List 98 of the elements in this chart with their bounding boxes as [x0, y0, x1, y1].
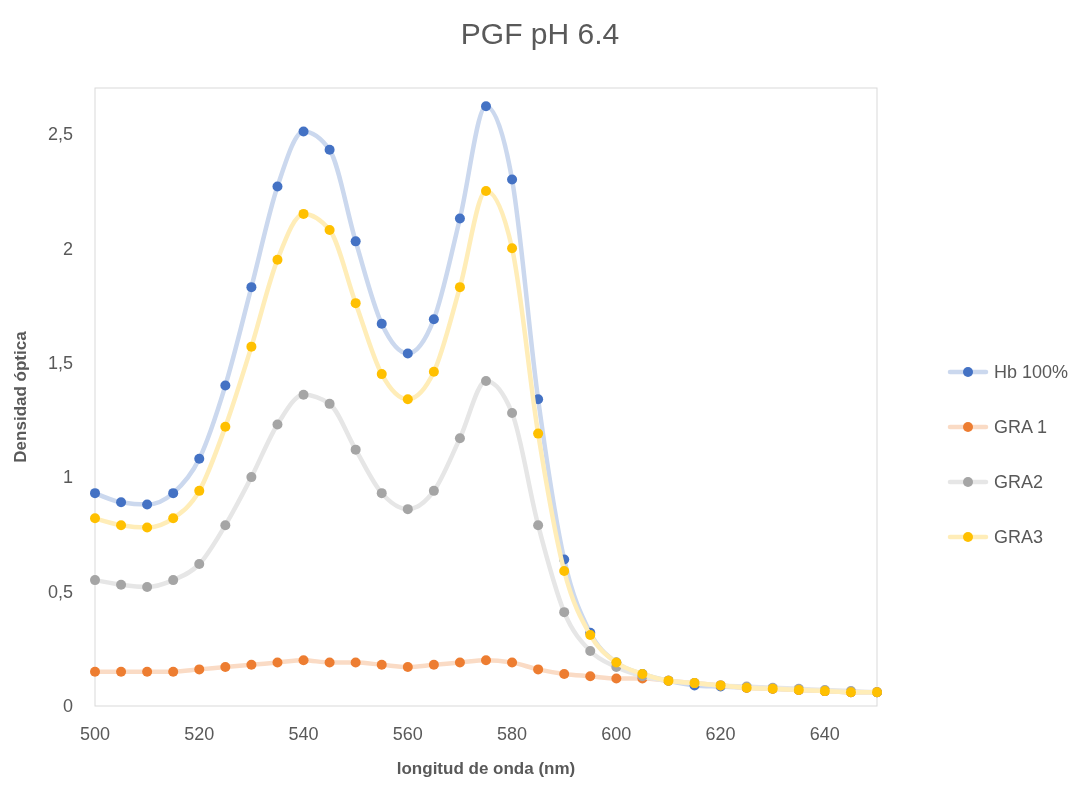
point	[194, 664, 205, 675]
point	[90, 513, 100, 524]
x-tick-label: 500	[79, 724, 111, 744]
point	[428, 659, 439, 670]
point	[116, 497, 127, 508]
point	[533, 520, 544, 531]
point	[90, 666, 100, 677]
x-tick-label: 520	[184, 724, 215, 744]
x-axis-title: longitud de onda (nm)	[396, 759, 576, 778]
point	[220, 520, 231, 531]
x-tick-label: 560	[392, 724, 423, 744]
point	[220, 662, 231, 673]
point	[298, 208, 309, 219]
point	[376, 318, 387, 329]
point	[220, 421, 231, 432]
x-tick-label: 540	[288, 724, 319, 744]
point	[324, 144, 335, 155]
point	[428, 314, 439, 325]
point	[611, 673, 622, 684]
point	[298, 126, 309, 137]
point	[376, 659, 387, 670]
point	[402, 662, 413, 673]
point	[428, 366, 439, 377]
y-tick-label: 1	[62, 467, 73, 488]
x-tick-label: 640	[809, 724, 840, 744]
point	[168, 488, 179, 499]
point	[454, 282, 465, 293]
point	[324, 224, 335, 235]
legend-label: GRA 1	[994, 417, 1048, 438]
y-tick-label: 1,5	[47, 352, 73, 373]
legend-label: Hb 100%	[994, 362, 1069, 383]
x-tick-label: 580	[497, 724, 528, 744]
point	[454, 213, 465, 224]
y-tick-label: 2	[62, 238, 73, 259]
point	[559, 668, 570, 679]
point	[272, 254, 283, 265]
point	[168, 666, 179, 677]
point	[272, 657, 283, 668]
point	[350, 298, 361, 309]
point	[454, 657, 465, 668]
point	[533, 428, 544, 439]
point	[324, 398, 335, 409]
point	[246, 341, 257, 352]
point	[298, 655, 309, 666]
point	[376, 488, 387, 499]
point	[272, 181, 283, 192]
point	[428, 485, 439, 496]
y-axis-title: Densidad óptica	[11, 330, 30, 463]
x-tick-label: 600	[601, 724, 632, 744]
point	[246, 472, 257, 483]
point	[454, 433, 465, 444]
point	[194, 559, 205, 570]
point	[116, 520, 127, 531]
y-tick-label: 0,5	[47, 581, 73, 602]
point	[194, 485, 205, 496]
y-tick-label: 2,5	[47, 124, 73, 145]
point	[507, 174, 518, 185]
point	[246, 659, 257, 670]
point	[142, 666, 153, 677]
x-tick-label: 620	[705, 724, 736, 744]
point	[168, 513, 179, 524]
point	[142, 581, 153, 592]
point	[481, 101, 491, 112]
point	[507, 408, 518, 419]
point	[559, 607, 570, 618]
point	[116, 579, 127, 590]
legend-label: GRA2	[994, 472, 1044, 493]
point	[481, 186, 491, 196]
point	[481, 375, 491, 386]
point	[585, 646, 596, 657]
point	[533, 664, 544, 675]
point	[246, 282, 257, 293]
y-tick-label: 0	[62, 696, 73, 717]
point	[298, 389, 309, 400]
point	[220, 380, 231, 391]
point	[402, 504, 413, 515]
point	[116, 666, 127, 677]
point	[350, 657, 361, 668]
chart-title: PGF pH 6.4	[460, 17, 620, 50]
point	[585, 671, 596, 682]
point	[376, 369, 387, 380]
point	[350, 236, 361, 247]
point	[90, 575, 100, 586]
point	[507, 657, 518, 668]
point	[194, 453, 205, 464]
point	[481, 655, 491, 666]
point	[350, 444, 361, 455]
point	[272, 419, 283, 430]
point	[507, 243, 518, 254]
point	[324, 657, 335, 668]
point	[402, 348, 413, 359]
point	[142, 499, 153, 510]
point	[402, 394, 413, 405]
point	[168, 575, 179, 586]
point	[559, 565, 570, 576]
legend-label: GRA3	[994, 527, 1044, 548]
point	[90, 488, 100, 499]
point	[142, 522, 153, 533]
